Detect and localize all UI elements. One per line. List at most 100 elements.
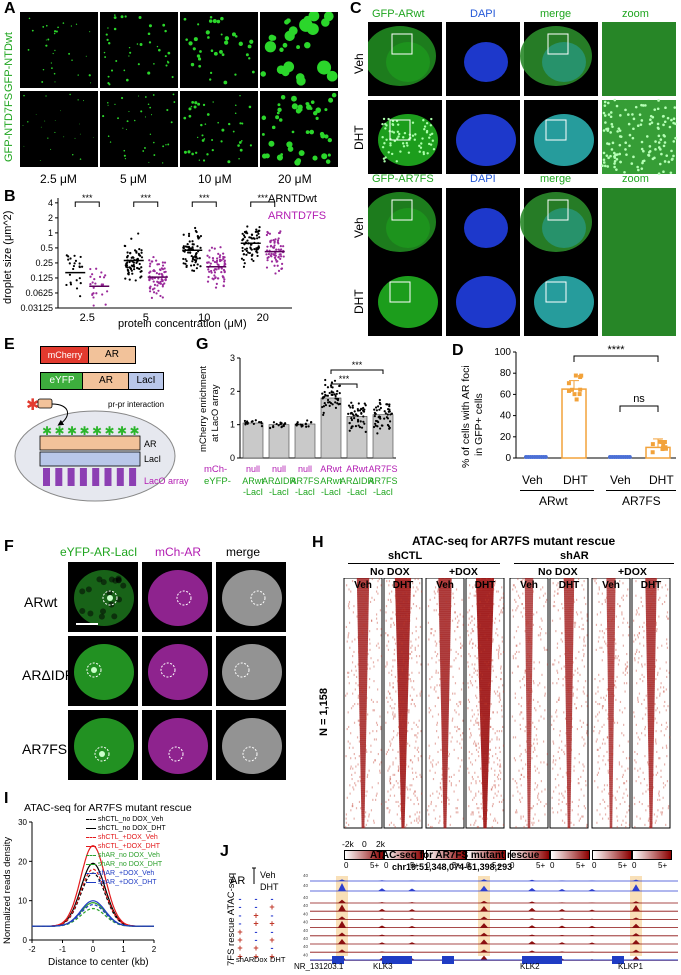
j-peak bbox=[588, 889, 596, 891]
heatmap-signal bbox=[400, 771, 406, 775]
heatmap-noise bbox=[661, 586, 663, 589]
d-ylabel-wrap: % of cells with AR foci in GFP+ cells bbox=[460, 350, 490, 470]
heatmap-noise bbox=[524, 669, 527, 672]
heatmap-signal bbox=[480, 719, 490, 723]
heatmap-noise bbox=[559, 767, 561, 770]
heatmap-signal bbox=[479, 703, 491, 706]
b-data-point bbox=[130, 237, 133, 240]
b-data-point bbox=[266, 259, 269, 262]
heatmap-noise bbox=[351, 778, 353, 781]
b-data-point bbox=[182, 257, 185, 261]
heatmap-noise bbox=[488, 592, 491, 595]
heatmap-signal bbox=[647, 703, 655, 706]
ar-focus bbox=[431, 139, 435, 142]
d-ns-bracket bbox=[619, 405, 659, 412]
heatmap-noise bbox=[435, 644, 437, 647]
heatmap-signal bbox=[483, 825, 487, 829]
heatmap-signal bbox=[441, 750, 449, 754]
heatmap-noise bbox=[429, 769, 431, 772]
heatmap-noise bbox=[595, 715, 597, 718]
heatmap-noise bbox=[377, 580, 379, 583]
heatmap-noise bbox=[348, 823, 350, 826]
g-point bbox=[376, 425, 379, 428]
heatmap-noise bbox=[407, 788, 409, 791]
droplet bbox=[309, 129, 315, 135]
heatmap-noise bbox=[653, 719, 655, 722]
heatmap-noise bbox=[541, 673, 543, 676]
heatmap-noise bbox=[433, 809, 435, 812]
heatmap-noise bbox=[495, 746, 497, 749]
heatmap-noise bbox=[440, 794, 443, 797]
ar-focus bbox=[411, 121, 415, 124]
heatmap-noise bbox=[562, 678, 564, 681]
heatmap-noise bbox=[494, 792, 496, 795]
heatmap-noise bbox=[395, 757, 397, 760]
g-point bbox=[324, 394, 328, 397]
g-mch-value: ARwt bbox=[320, 464, 342, 474]
heatmap-signal bbox=[397, 686, 409, 689]
heatmap-noise bbox=[473, 617, 476, 620]
b-data-point bbox=[277, 248, 280, 251]
droplet bbox=[312, 155, 318, 161]
j-condition-mark: - bbox=[239, 919, 242, 929]
heatmap-noise bbox=[429, 794, 431, 797]
ar-focus bbox=[402, 136, 405, 139]
heatmap-signal bbox=[526, 730, 532, 733]
heatmap-noise bbox=[616, 778, 618, 781]
heatmap-noise bbox=[377, 592, 379, 595]
j-peak bbox=[408, 942, 416, 944]
heatmap-signal bbox=[564, 630, 574, 633]
heatmap-noise bbox=[606, 736, 609, 739]
heatmap-signal bbox=[479, 709, 491, 712]
heatmap-noise bbox=[582, 648, 584, 651]
heatmap-noise bbox=[533, 742, 535, 745]
j-peak bbox=[588, 909, 596, 912]
b-data-point bbox=[78, 265, 81, 269]
heatmap-signal bbox=[526, 740, 532, 743]
heatmap-noise bbox=[450, 648, 452, 651]
heatmap-signal bbox=[399, 755, 407, 758]
heatmap-signal bbox=[440, 663, 450, 666]
heatmap-noise bbox=[357, 763, 359, 766]
heatmap-signal bbox=[608, 759, 614, 762]
heatmap-noise bbox=[410, 821, 412, 824]
zoom-focus bbox=[657, 134, 661, 138]
heatmap-signal bbox=[524, 596, 534, 600]
heatmap-signal bbox=[564, 603, 574, 606]
heatmap-noise bbox=[403, 615, 405, 618]
heatmap-noise bbox=[395, 596, 397, 599]
heatmap-noise bbox=[397, 603, 399, 606]
heatmap-signal bbox=[396, 632, 410, 635]
heatmap-signal bbox=[527, 815, 531, 818]
heatmap-noise bbox=[491, 786, 494, 789]
zoom-focus bbox=[628, 133, 632, 137]
zoom-focus bbox=[632, 155, 635, 159]
heatmap-noise bbox=[660, 686, 662, 689]
heatmap-noise bbox=[634, 653, 636, 656]
heatmap-noise bbox=[516, 607, 518, 610]
heatmap-noise bbox=[453, 659, 455, 662]
heatmap-noise bbox=[391, 673, 393, 676]
g-point bbox=[272, 425, 275, 429]
heatmap-signal bbox=[565, 659, 573, 662]
d-point bbox=[572, 392, 577, 397]
heatmap-noise bbox=[498, 650, 500, 653]
heatmap-noise bbox=[517, 665, 519, 668]
droplet bbox=[104, 56, 107, 58]
b-data-point bbox=[132, 268, 136, 271]
heatmap-signal bbox=[525, 609, 533, 612]
nucleolus bbox=[100, 579, 107, 586]
heatmap-noise bbox=[577, 680, 579, 683]
heatmap-noise bbox=[649, 607, 651, 610]
heatmap-signal bbox=[646, 628, 656, 631]
heatmap-noise bbox=[407, 578, 409, 581]
heatmap-noise bbox=[612, 794, 614, 797]
heatmap-noise bbox=[409, 759, 412, 762]
heatmap-signal bbox=[442, 784, 448, 787]
heatmap-noise bbox=[597, 690, 599, 693]
d-point bbox=[578, 387, 583, 392]
heatmap-signal bbox=[398, 717, 408, 720]
e-laco-unit bbox=[104, 468, 112, 486]
heatmap-noise bbox=[604, 763, 607, 766]
heatmap-noise bbox=[481, 698, 483, 701]
